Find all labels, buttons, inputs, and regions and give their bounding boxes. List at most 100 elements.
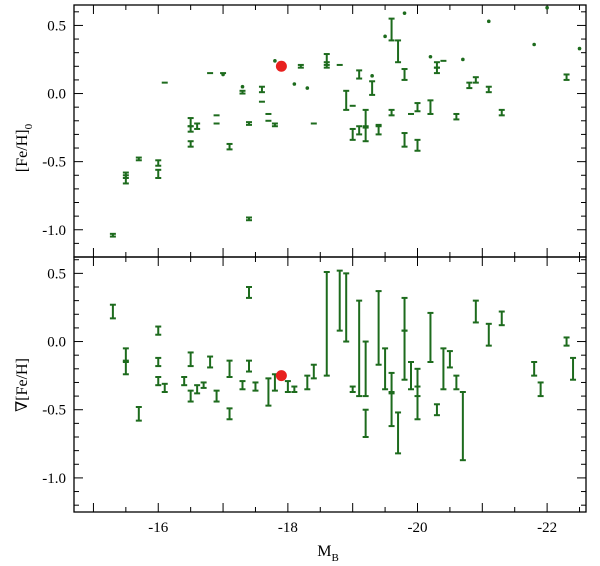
data-point: [485, 85, 492, 94]
data-point: [310, 363, 317, 380]
data-point: [362, 408, 369, 438]
data-point: [427, 99, 434, 115]
y-tick-label: -1.0: [42, 223, 66, 239]
data-point: [349, 385, 356, 393]
data-point: [122, 171, 129, 179]
data-point: [226, 407, 233, 421]
y-tick-label: 0.5: [47, 18, 66, 34]
data-point: [155, 325, 162, 336]
data-point: [362, 340, 369, 398]
data-point: [577, 46, 582, 51]
y-tick-label: -0.5: [42, 155, 66, 171]
data-point: [356, 125, 363, 136]
data-point: [349, 127, 356, 141]
data-point: [194, 122, 201, 130]
x-axis-label: MB: [317, 543, 339, 564]
data-point: [414, 138, 421, 152]
data-point: [135, 156, 142, 162]
y-tick-label: 0.0: [47, 335, 66, 351]
data-point: [323, 61, 330, 69]
data-point: [498, 108, 505, 117]
data-point: [155, 356, 162, 368]
y-tick-label: -0.5: [42, 403, 66, 419]
data-point: [388, 17, 395, 42]
data-point: [402, 11, 407, 15]
data-point: [187, 389, 194, 403]
data-point: [388, 108, 395, 117]
data-point: [570, 356, 577, 381]
data-point: [401, 132, 408, 148]
data-point: [271, 122, 278, 128]
data-point: [453, 374, 460, 391]
data-point: [433, 403, 440, 417]
x-tick-label: -20: [407, 520, 427, 536]
data-point: [375, 290, 382, 366]
data-point: [382, 347, 389, 391]
data-point: [446, 350, 453, 369]
data-point: [362, 126, 369, 143]
top-panel: -1.0 -0.5 0.0 0.5: [42, 4, 587, 258]
data-point: [109, 232, 116, 238]
data-point: [284, 380, 291, 393]
data-point: [252, 381, 259, 392]
data-point: [187, 140, 194, 148]
data-point: [472, 76, 479, 84]
data-point: [245, 216, 252, 222]
data-point: [343, 89, 350, 111]
data-point: [433, 61, 440, 69]
data-point: [395, 39, 402, 64]
data-point: [245, 286, 252, 299]
y-tick-label: -1.0: [42, 471, 66, 487]
data-point: [401, 296, 408, 332]
data-point: [336, 269, 343, 332]
data-point: [498, 310, 505, 327]
data-point: [207, 355, 214, 369]
x-tick-label: -22: [537, 520, 557, 536]
data-point: [226, 359, 233, 378]
data-point: [408, 361, 415, 391]
data-point: [187, 351, 194, 368]
data-point: [414, 367, 421, 398]
data-point: [395, 411, 402, 455]
data-point: [383, 34, 387, 39]
data-point: [370, 74, 374, 78]
data-point: [343, 272, 350, 343]
data-point: [239, 380, 246, 391]
data-point: [356, 69, 363, 80]
data-point: [122, 359, 129, 376]
data-point: [461, 57, 465, 62]
data-point: [375, 125, 382, 136]
data-point: [240, 84, 245, 89]
data-point: [181, 376, 188, 387]
data-point: [221, 72, 225, 77]
bottom-y-axis-label: ∇[Fe/H]: [14, 358, 31, 412]
data-point: [245, 359, 252, 373]
data-point: [401, 329, 408, 381]
data-point: [486, 19, 491, 24]
data-point: [414, 102, 421, 113]
data-point: [292, 82, 297, 86]
y-tick-label: 0.5: [47, 266, 66, 282]
data-point: [297, 63, 304, 69]
data-point: [155, 376, 162, 387]
data-point: [135, 406, 142, 422]
top-y-axis-label: [Fe/H]0: [14, 123, 35, 172]
data-point: [459, 391, 466, 462]
data-point: [472, 299, 479, 324]
x-tick-label: -18: [278, 520, 298, 536]
data-point: [428, 54, 433, 59]
data-point: [485, 322, 492, 347]
data-point: [258, 85, 265, 94]
bottom-panel: -1.0 -0.5 0.0 0.5 -16 -18 -20 -22: [42, 256, 587, 536]
data-point: [155, 159, 162, 167]
data-point: [563, 73, 570, 81]
data-point: [466, 81, 473, 90]
data-point: [563, 336, 570, 347]
data-point: [356, 299, 363, 398]
data-point: [226, 142, 233, 151]
x-tick-label: -16: [148, 520, 168, 536]
data-point: [369, 80, 376, 96]
data-point: [265, 377, 272, 407]
y-tick-label: 0.0: [47, 87, 66, 103]
data-point: [531, 361, 538, 377]
